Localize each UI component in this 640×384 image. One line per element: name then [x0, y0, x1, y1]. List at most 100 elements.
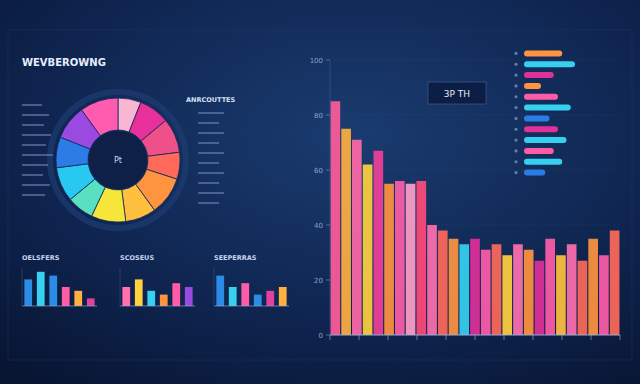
bar [524, 170, 545, 176]
x-axis [22, 306, 97, 307]
bar [610, 231, 620, 336]
bar [24, 279, 32, 306]
tick-mark [326, 60, 330, 61]
y-axis [214, 268, 215, 306]
header-title: WEVBEROWNG [22, 57, 106, 68]
bar [545, 239, 555, 335]
background [0, 0, 640, 384]
axis-decor-tick [504, 335, 505, 340]
annotation: 3P TH [444, 89, 470, 99]
decor-dot [514, 84, 517, 87]
bar [524, 105, 571, 111]
y-axis [330, 60, 331, 335]
axis-decor-tick [388, 335, 389, 340]
bar [406, 184, 416, 335]
bar [241, 283, 249, 306]
axis-decor-tick [620, 335, 621, 340]
bar [363, 165, 373, 336]
axis-decor-tick [591, 335, 592, 340]
bar [524, 61, 575, 67]
donut-hole [89, 131, 147, 189]
bar [470, 239, 480, 335]
decor-dot [514, 52, 517, 55]
bar [438, 231, 448, 336]
y-tick-label: 100 [310, 57, 323, 65]
decor-line [22, 134, 51, 136]
bar [216, 276, 224, 306]
decor-line [198, 182, 219, 184]
bar [74, 291, 82, 306]
bar [459, 244, 469, 335]
decor-dot [514, 160, 517, 163]
bar [502, 255, 512, 335]
decor-dot [514, 171, 517, 174]
decor-line [22, 184, 50, 186]
pie-title: ANRCOUTTES [186, 96, 236, 104]
x-axis [120, 306, 195, 307]
bar [331, 101, 341, 335]
bar [567, 244, 577, 335]
bar [384, 184, 394, 335]
pie-slice [122, 184, 155, 221]
pie-slice [56, 164, 94, 200]
bar [62, 287, 70, 306]
grid-line [330, 60, 620, 61]
bar [556, 255, 566, 335]
bar-chart: OELSFERS [22, 254, 97, 306]
chart-title: SEEPERRAS [214, 254, 257, 262]
bar [524, 126, 558, 132]
y-tick-label: 20 [314, 277, 323, 285]
decor-line [22, 124, 44, 126]
bar-chart [514, 50, 575, 175]
dashboard: WEVBEROWNG PtANRCOUTTES OELSFERS SCOSEUS SEE… [0, 0, 640, 384]
decor-dot [514, 106, 517, 109]
bar [266, 291, 274, 306]
bar [147, 291, 155, 306]
bar [578, 261, 588, 335]
chart-title: OELSFERS [22, 254, 60, 262]
decor-line [198, 192, 224, 194]
bar [524, 94, 558, 100]
y-tick-label: 60 [314, 167, 323, 175]
bar [524, 159, 562, 165]
bar [185, 287, 193, 306]
bar [374, 151, 384, 335]
bar-marks [331, 101, 620, 335]
bar-chart: SEEPERRAS [214, 254, 289, 306]
bar [449, 239, 459, 335]
pie-slice [82, 98, 118, 136]
decor-dot [514, 73, 517, 76]
bar [524, 83, 541, 89]
annotation-box [428, 82, 486, 104]
y-tick-label: 0 [319, 332, 323, 340]
bar [254, 295, 262, 306]
decor-line [22, 194, 45, 196]
decor-line [198, 172, 224, 174]
y-tick-label: 40 [314, 222, 323, 230]
decor-line [198, 112, 224, 114]
bar [481, 250, 491, 335]
bar [599, 255, 609, 335]
bar [49, 276, 57, 306]
pie-chart: PtANRCOUTTES [22, 92, 236, 228]
bar-chart: SCOSEUS [120, 254, 195, 306]
axis-decor-tick [446, 335, 447, 340]
bar [229, 287, 237, 306]
decor-dot [514, 117, 517, 120]
tick-mark [326, 170, 330, 171]
decor-line [22, 154, 53, 156]
bar [160, 295, 168, 306]
bar [341, 129, 351, 335]
donut-halo [50, 92, 186, 228]
bar-chart: 0204060801003P TH [310, 57, 620, 341]
tick-mark [326, 335, 330, 336]
bar [416, 181, 426, 335]
grid-line [330, 115, 620, 116]
y-axis [120, 268, 121, 306]
bar [524, 148, 554, 154]
axis-decor-tick [330, 335, 331, 340]
bar [172, 283, 180, 306]
bar [395, 181, 405, 335]
axis-decor-tick [475, 335, 476, 340]
decor-line [198, 202, 219, 204]
